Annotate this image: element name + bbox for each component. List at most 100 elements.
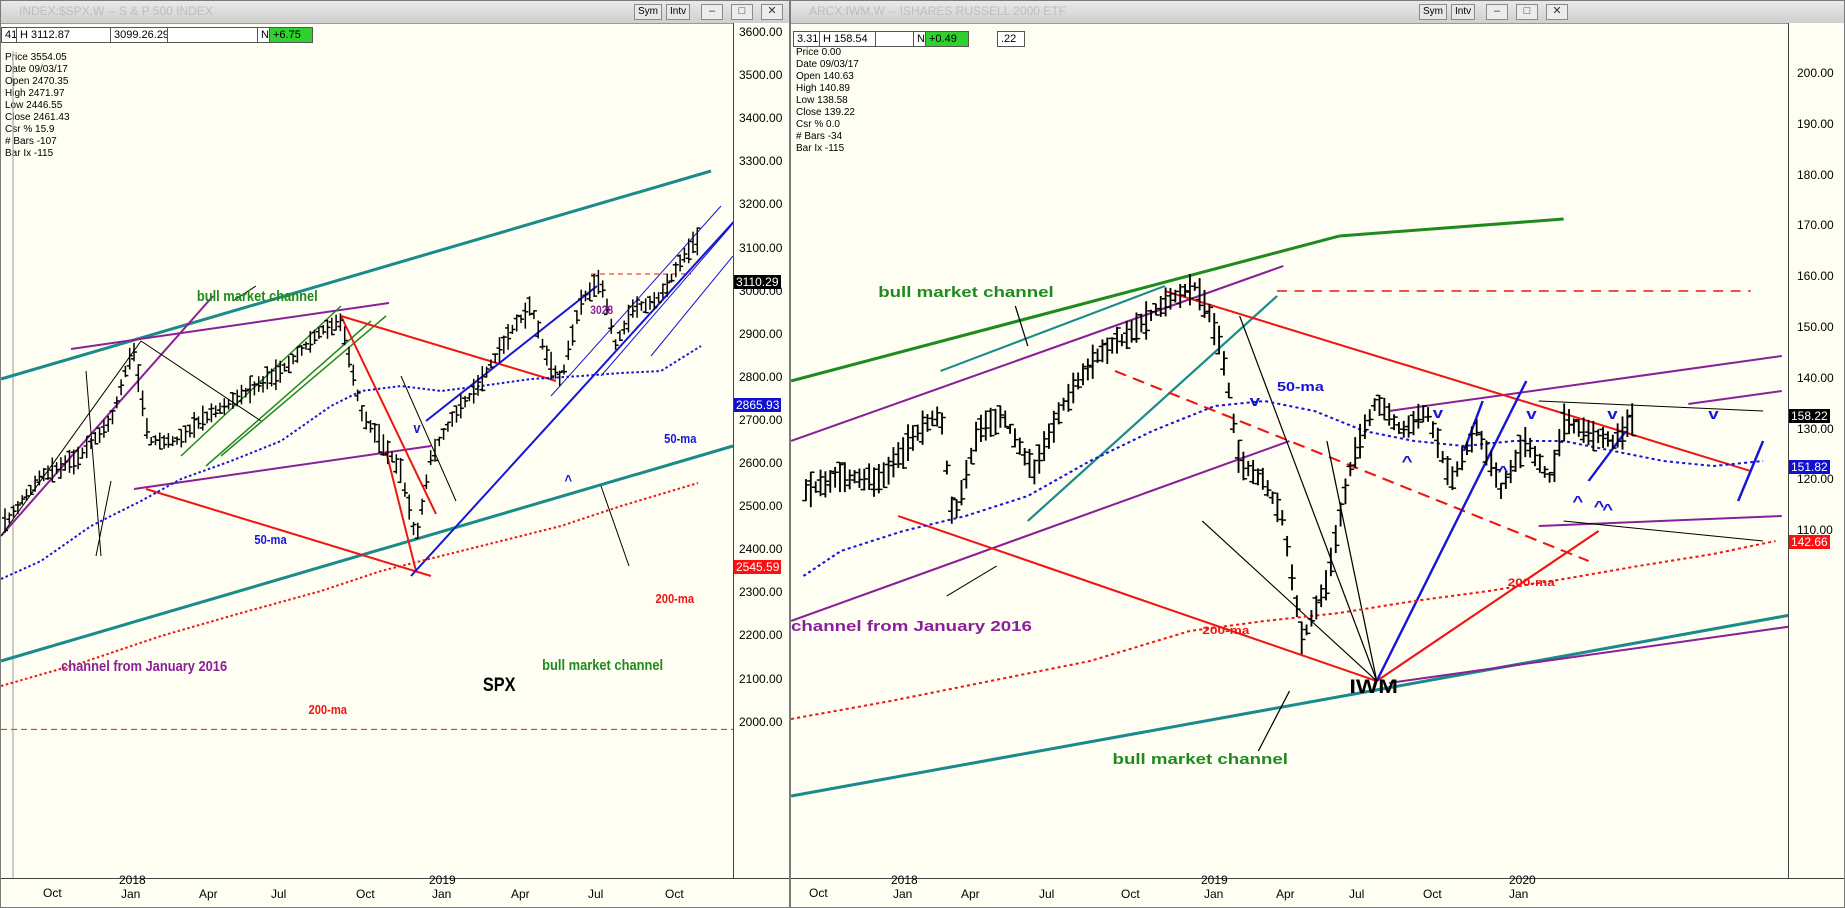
iwm-maximize-icon[interactable]: □ <box>1516 4 1538 20</box>
spx-header-cell-4: N <box>257 27 271 43</box>
spx-info-row: High 2471.97 <box>5 88 65 99</box>
spx-blue-channel <box>410 221 733 577</box>
iwm-jan2016-channel <box>791 265 1284 442</box>
iwm-bull-channel-upper <box>791 234 1340 383</box>
spx-price-box: 3110.29 <box>734 275 781 289</box>
iwm-red-trend <box>1375 530 1600 682</box>
iwm-black-trend <box>1239 315 1378 682</box>
spx-info-row: Close 2461.43 <box>5 112 70 123</box>
iwm-title-bar: ARCX:IWM,W -- ISHARES RUSSELL 2000 ETF S… <box>791 1 1844 24</box>
iwm-v-mark: v <box>1250 393 1261 410</box>
iwm-x-tick-label: Oct <box>1121 887 1140 901</box>
iwm-y-tick-label: 170.00 <box>1797 218 1834 233</box>
iwm-50ma-label: 50-ma <box>1277 380 1325 394</box>
spx-info-row: Low 2446.55 <box>5 100 63 111</box>
spx-x-tick-label: Oct <box>665 887 684 901</box>
iwm-v-mark: v <box>1526 406 1537 423</box>
spx-ticker-label: SPX <box>483 674 516 695</box>
spx-purple-lower <box>133 445 432 490</box>
iwm-bull-channel-upper <box>1339 217 1564 238</box>
spx-plot: bull market channel bull market channel ch… <box>1 51 733 879</box>
iwm-caret-mark: ^ <box>1572 493 1583 510</box>
iwm-x-tick-label: Jul <box>1349 887 1365 901</box>
iwm-plot: bull market channel bull market channel ch… <box>791 217 1788 798</box>
iwm-x-tick-label: Oct <box>1423 887 1442 901</box>
iwm-jan2016-label: channel from January 2016 <box>791 618 1032 635</box>
spx-header-cell-1: H 3112.87 <box>16 27 112 43</box>
spx-pointer-line <box>95 480 112 557</box>
iwm-minimize-icon[interactable]: – <box>1486 4 1508 20</box>
spx-v-mark: v <box>413 419 420 436</box>
spx-red-trend <box>340 315 437 515</box>
iwm-info-panel: Price 0.00 Date 09/03/17 Open 140.63 Hig… <box>796 47 859 155</box>
iwm-ticker-label: IWM <box>1349 676 1398 697</box>
iwm-teal-line <box>1026 295 1278 522</box>
spx-y-tick-label: 3200.00 <box>739 197 783 212</box>
iwm-caret-mark: ^ <box>1594 498 1605 515</box>
spx-blue-channel <box>650 255 733 357</box>
iwm-y-tick-label: 200.00 <box>1797 66 1834 80</box>
iwm-x-tick-label: Apr <box>961 887 980 901</box>
spx-y-tick-label: 2600.00 <box>739 456 783 470</box>
spx-jan2016-label: channel from January 2016 <box>61 657 227 674</box>
iwm-bull-channel-lower <box>791 613 1788 798</box>
spx-black-trend <box>400 375 457 502</box>
iwm-blue-trend <box>1587 430 1628 482</box>
iwm-black-trend <box>1538 400 1764 412</box>
iwm-red-dashed-trend <box>1114 370 1590 562</box>
spx-header-cell-2: 3099.26.29 <box>110 27 170 43</box>
iwm-intv-button[interactable]: Intv <box>1451 4 1476 20</box>
spx-sym-button[interactable]: Sym <box>634 4 662 20</box>
iwm-header-cell-1: H 158.54 <box>819 31 877 47</box>
iwm-caret-mark: ^ <box>1602 501 1613 518</box>
iwm-pointer-line <box>946 565 998 597</box>
iwm-price-box: 158.22 <box>1789 409 1830 423</box>
spx-y-tick-label: 2300.00 <box>739 585 783 600</box>
spx-50ma-line <box>1 345 702 580</box>
iwm-x-tick-label: Jul <box>1039 887 1055 901</box>
iwm-info-row: Close 139.22 <box>796 107 855 118</box>
iwm-red-trend <box>897 515 1378 682</box>
iwm-price-box: 151.82 <box>1789 460 1830 474</box>
spx-bull-channel-label-upper: bull market channel <box>197 287 318 304</box>
iwm-red-trend <box>1164 290 1752 472</box>
spx-50ma-label: 50-ma <box>254 532 287 547</box>
iwm-x-tick-label: Jan <box>1509 887 1529 901</box>
spx-y-tick-label: 2500.00 <box>739 499 783 514</box>
spx-intv-button[interactable]: Intv <box>666 4 691 20</box>
spx-y-tick-label: 2000.00 <box>739 714 783 729</box>
iwm-close-icon[interactable]: ✕ <box>1546 4 1568 20</box>
spx-minimize-icon[interactable]: – <box>701 4 723 20</box>
spx-chart-window: INDEX:$SPX,W -- S & P 500 INDEX Sym Intv… <box>0 0 790 908</box>
spx-y-tick-label: 2400.00 <box>739 542 783 557</box>
spx-3028-label: 3028 <box>590 304 613 317</box>
iwm-x-axis: Oct 2018 Jan Apr Jul Oct 2019 Jan Apr Jul Oct 2020 J… <box>791 873 1844 907</box>
spx-red-trend <box>385 450 417 572</box>
iwm-x-tick-label: Oct <box>809 886 828 900</box>
iwm-200ma-label: 200-ma <box>1508 576 1555 588</box>
spx-x-tick-label: Jan <box>121 887 141 901</box>
spx-black-trend <box>140 340 262 422</box>
spx-x-tick-label: Jul <box>588 887 604 901</box>
iwm-info-row: Date 09/03/17 <box>796 59 859 70</box>
spx-x-tick-label: Apr <box>199 887 218 901</box>
iwm-sym-button[interactable]: Sym <box>1419 4 1447 20</box>
iwm-y-tick-label: 180.00 <box>1797 167 1834 182</box>
iwm-y-tick-label: 150.00 <box>1797 320 1834 334</box>
iwm-header-cell-0: 3.31 <box>793 31 821 47</box>
spx-info-panel: Price 3554.05 Date 09/03/17 Open 2470.35… <box>5 52 70 160</box>
iwm-info-row: # Bars -34 <box>796 131 843 142</box>
spx-blue-channel <box>425 285 598 422</box>
iwm-x-tick-label: Apr <box>1276 887 1295 901</box>
iwm-chart-window: ARCX:IWM,W -- ISHARES RUSSELL 2000 ETF S… <box>790 0 1845 908</box>
spx-y-tick-label: 3400.00 <box>739 111 783 126</box>
spx-info-row: Csr % 15.9 <box>5 124 55 135</box>
spx-pointer-line <box>600 485 630 567</box>
iwm-purple-lower <box>1388 625 1788 684</box>
spx-info-row: Price 3554.05 <box>5 52 67 63</box>
spx-50ma-label: 50-ma <box>664 431 697 446</box>
spx-x-axis: Oct 2018 Jan Apr Jul Oct 2019 Jan Apr Jul Oct <box>1 873 789 907</box>
spx-price-box: 2865.93 <box>734 398 782 412</box>
spx-maximize-icon[interactable]: □ <box>731 4 753 20</box>
spx-close-icon[interactable]: ✕ <box>761 4 783 20</box>
